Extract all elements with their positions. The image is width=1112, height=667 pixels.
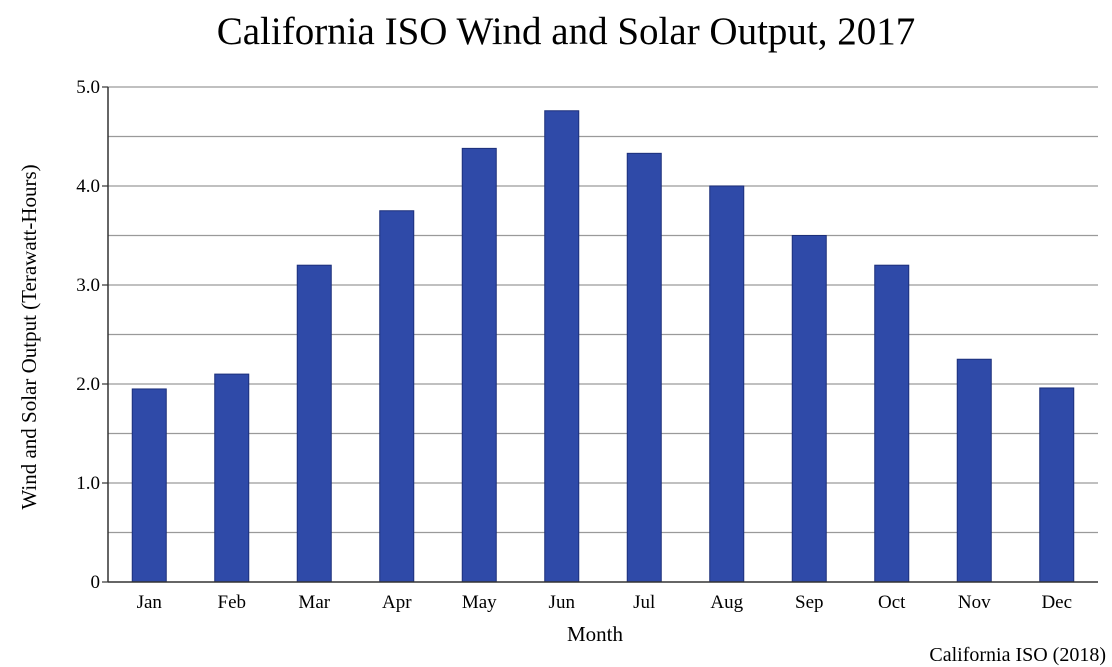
bar-mar (296, 264, 332, 583)
bar-dec (1039, 387, 1075, 583)
y-tick-label: 2.0 (76, 374, 100, 395)
x-tick-labels: Jan Feb Mar Apr May Jun Jul Aug Sep Oct Nov Dec (137, 592, 1072, 613)
x-tick-label: Feb (218, 592, 247, 613)
x-tick-label: Jun (549, 592, 576, 613)
source-note: California ISO (2018) (929, 644, 1106, 666)
bar-jul (626, 152, 662, 583)
bar-jan (131, 388, 167, 583)
bar-aug (709, 185, 745, 583)
y-tick-label: 0 (91, 572, 101, 593)
y-axis-label: Wind and Solar Output (Terawatt-Hours) (17, 164, 41, 509)
bar-apr (379, 210, 415, 583)
bar-may (461, 147, 497, 583)
x-tick-label: Apr (382, 592, 412, 613)
x-tick-label: Aug (710, 592, 743, 613)
bars (131, 110, 1075, 583)
y-tick-labels: 0 1.0 2.0 3.0 4.0 5.0 (76, 77, 108, 593)
y-tick-label: 3.0 (76, 275, 100, 296)
x-axis-label: Month (567, 622, 624, 646)
x-tick-label: Dec (1041, 592, 1072, 613)
bar-feb (214, 373, 250, 583)
x-tick-label: Jan (137, 592, 163, 613)
chart-title: California ISO Wind and Solar Output, 20… (217, 10, 916, 53)
x-tick-label: Oct (878, 592, 906, 613)
bar-oct (874, 264, 910, 583)
x-tick-label: Sep (795, 592, 824, 613)
y-tick-label: 1.0 (76, 473, 100, 494)
bar-jun (544, 110, 580, 583)
bar-nov (956, 358, 992, 583)
bar-sep (791, 235, 827, 583)
x-tick-label: Nov (958, 592, 991, 613)
x-tick-label: Mar (298, 592, 330, 613)
y-tick-label: 4.0 (76, 176, 100, 197)
x-tick-label: Jul (633, 592, 655, 613)
y-tick-label: 5.0 (76, 77, 100, 98)
x-tick-label: May (462, 592, 497, 613)
gridlines (108, 86, 1098, 534)
